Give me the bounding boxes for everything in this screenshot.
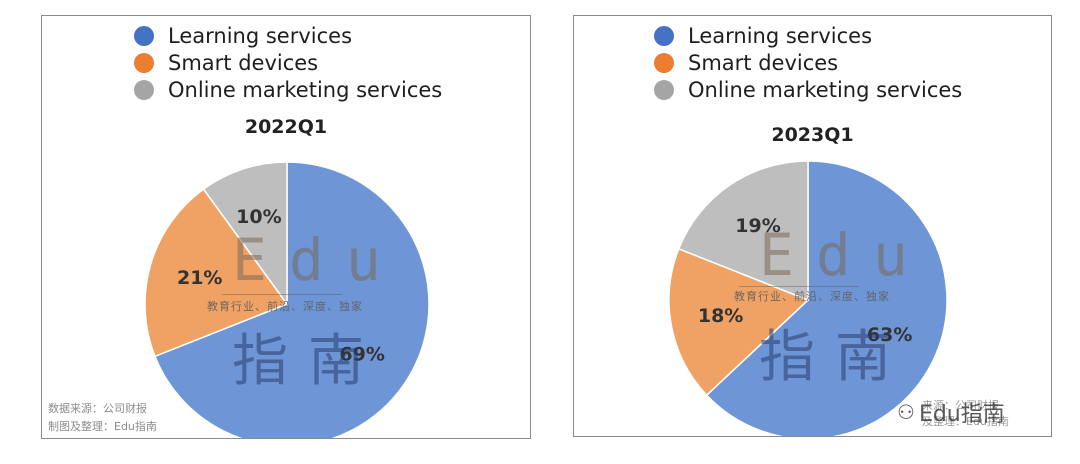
wechat-icon: ⚇: [897, 400, 915, 424]
legend-swatch-smart: [134, 52, 154, 73]
legend-label: Learning services: [168, 23, 353, 48]
pie-chart: 69% 21% 10%: [144, 161, 430, 438]
legend-swatch-smart: [654, 52, 674, 73]
pie-slice-smart: [144, 188, 289, 358]
pie-slice-learning: [705, 160, 948, 436]
legend-label: Online marketing services: [688, 77, 963, 102]
legend-label: Learning services: [688, 23, 873, 48]
legend-label: Smart devices: [168, 50, 319, 75]
legend-item-learning: Learning services: [654, 22, 962, 49]
legend-swatch-marketing: [654, 79, 674, 100]
pie-chart: 63% 18% 19%: [668, 160, 948, 436]
legend-item-marketing: Online marketing services: [654, 76, 962, 103]
faint-source-overlay: 来源：公司财报 及整理：Edu指南: [922, 398, 1009, 430]
faint-line: 来源：公司财报: [922, 399, 999, 412]
legend: Learning services Smart devices Online m…: [134, 22, 442, 103]
pie-slice-marketing: [677, 160, 809, 302]
slice-data-label: 21%: [177, 267, 222, 289]
chart-panel-2022q1: Learning services Smart devices Online m…: [41, 15, 531, 439]
source-note: 数据来源：公司财报 制图及整理：Edu指南: [48, 400, 157, 436]
legend-swatch-learning: [134, 25, 154, 46]
legend: Learning services Smart devices Online m…: [654, 22, 962, 103]
chart-title: 2023Q1: [771, 124, 854, 146]
slice-data-label: 69%: [339, 344, 384, 366]
legend-item-smart: Smart devices: [654, 49, 962, 76]
account-name: Edu指南: [918, 402, 1005, 427]
pie-slice-learning: [153, 161, 430, 438]
source-line: 数据来源：公司财报: [48, 402, 147, 415]
slice-data-label: 10%: [236, 206, 281, 228]
legend-swatch-learning: [654, 25, 674, 46]
legend-label: Smart devices: [688, 50, 839, 75]
account-watermark: ⚇ Edu指南: [897, 396, 1005, 428]
credit-line: 制图及整理：Edu指南: [48, 420, 157, 433]
legend-item-smart: Smart devices: [134, 49, 442, 76]
legend-swatch-marketing: [134, 79, 154, 100]
legend-item-learning: Learning services: [134, 22, 442, 49]
pie-slice-marketing: [202, 161, 288, 307]
slice-data-label: 18%: [698, 305, 743, 327]
chart-panel-2023q1: Learning services Smart devices Online m…: [573, 15, 1052, 437]
pie-slice-smart: [668, 247, 810, 397]
faint-line: 及整理：Edu指南: [922, 415, 1009, 428]
chart-title: 2022Q1: [244, 116, 328, 138]
slice-data-label: 63%: [867, 324, 912, 346]
legend-item-marketing: Online marketing services: [134, 76, 442, 103]
legend-label: Online marketing services: [168, 77, 443, 102]
slice-data-label: 19%: [735, 215, 780, 237]
